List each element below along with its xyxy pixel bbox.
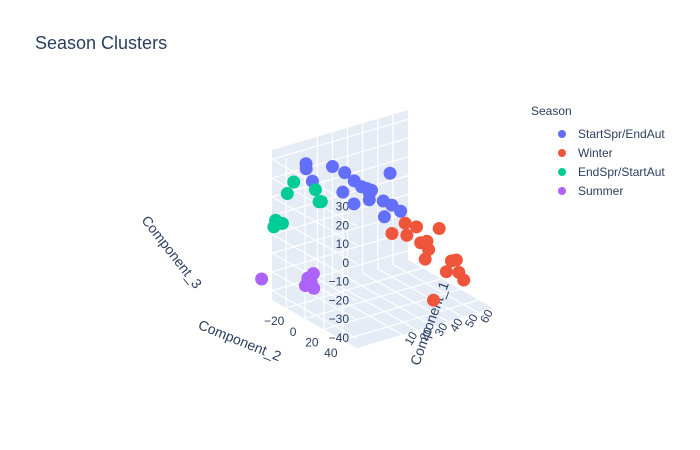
- z-tick-label: 20: [336, 218, 350, 232]
- back-wall-yz: [272, 150, 357, 348]
- data-point-series-1[interactable]: [432, 222, 446, 236]
- grid-line-z-yz: [271, 233, 358, 283]
- grid-line-y-floor: [342, 299, 480, 341]
- data-point-series-2[interactable]: [312, 195, 326, 209]
- legend-title: Season: [531, 104, 572, 118]
- x-tick-label: 60: [477, 307, 496, 326]
- legend-swatch-icon: [558, 167, 566, 176]
- data-point-series-3[interactable]: [306, 267, 320, 281]
- data-point-series-0[interactable]: [360, 182, 374, 196]
- legend-item-3[interactable]: Summer: [531, 181, 665, 200]
- y-tick-label: −20: [264, 314, 285, 328]
- legend-swatch-icon: [558, 129, 566, 138]
- grid-line-y-floor: [304, 278, 442, 320]
- grid-line-z-xz: [271, 250, 409, 292]
- data-point-series-1[interactable]: [457, 273, 471, 287]
- z-tick-label: −40: [329, 331, 350, 345]
- data-points[interactable]: [255, 157, 471, 307]
- data-point-series-1[interactable]: [398, 216, 412, 230]
- x-tick-label: 10: [402, 329, 421, 348]
- data-point-series-2[interactable]: [308, 183, 322, 197]
- grid-line-z-xz: [271, 137, 409, 179]
- legend: Season StartSpr/EndAut Winter EndSpr/Start…: [531, 104, 665, 200]
- legend-label: Winter: [578, 145, 613, 160]
- data-point-series-1[interactable]: [427, 293, 440, 307]
- data-point-series-0[interactable]: [383, 166, 397, 180]
- y-tick-label: 20: [305, 336, 319, 350]
- y-tick-label: 40: [324, 346, 338, 360]
- grid-line-z-yz: [271, 196, 358, 246]
- data-point-series-3[interactable]: [255, 272, 269, 286]
- data-point-series-0[interactable]: [338, 166, 352, 180]
- x-tick-label: 40: [447, 316, 466, 335]
- data-point-series-1[interactable]: [385, 226, 399, 240]
- legend-swatch-icon: [558, 148, 566, 157]
- data-point-series-1[interactable]: [410, 220, 423, 234]
- data-point-series-3[interactable]: [307, 281, 321, 295]
- z-tick-label: −30: [329, 312, 350, 326]
- legend-item-1[interactable]: Winter: [531, 143, 665, 162]
- data-point-series-0[interactable]: [299, 157, 313, 171]
- z-tick-label: 10: [336, 237, 350, 251]
- data-point-series-0[interactable]: [336, 185, 350, 199]
- data-point-series-0[interactable]: [325, 160, 339, 174]
- data-point-series-1[interactable]: [439, 265, 453, 279]
- legend-items: StartSpr/EndAut Winter EndSpr/StartAut Summ…: [531, 124, 665, 200]
- grid-line-z-xz: [271, 231, 409, 273]
- grid-line-z-yz: [271, 290, 358, 340]
- grid-line-y-floor: [285, 267, 423, 309]
- data-point-series-1[interactable]: [422, 243, 436, 257]
- data-point-series-0[interactable]: [394, 204, 408, 218]
- data-point-series-1[interactable]: [400, 228, 414, 242]
- legend-label: EndSpr/StartAut: [578, 164, 665, 179]
- data-point-series-0[interactable]: [377, 210, 391, 224]
- grid-line-z-xz: [271, 118, 409, 160]
- y-tick-label: 0: [290, 325, 297, 339]
- x-tick-label: 50: [462, 311, 481, 330]
- data-point-series-2[interactable]: [280, 187, 294, 201]
- x-tick-label: 30: [432, 320, 451, 339]
- x-tick-label: 20: [417, 324, 436, 343]
- data-point-series-2[interactable]: [275, 216, 289, 230]
- chart-title: Season Clusters: [35, 33, 168, 53]
- grid-line-z-yz: [271, 271, 358, 321]
- z-axis-title: Component_3: [139, 212, 206, 291]
- z-tick-label: −20: [329, 293, 350, 307]
- z-tick-label: 0: [342, 256, 349, 270]
- data-point-series-1[interactable]: [449, 253, 463, 267]
- legend-label: StartSpr/EndAut: [578, 126, 665, 141]
- data-point-series-0[interactable]: [347, 197, 361, 211]
- legend-item-2[interactable]: EndSpr/StartAut: [531, 162, 665, 181]
- legend-swatch-icon: [558, 186, 566, 195]
- data-point-series-2[interactable]: [287, 175, 301, 189]
- legend-label: Summer: [578, 183, 624, 198]
- z-tick-label: −10: [329, 275, 350, 289]
- legend-item-0[interactable]: StartSpr/EndAut: [531, 124, 665, 143]
- z-tick-label: 30: [336, 200, 350, 214]
